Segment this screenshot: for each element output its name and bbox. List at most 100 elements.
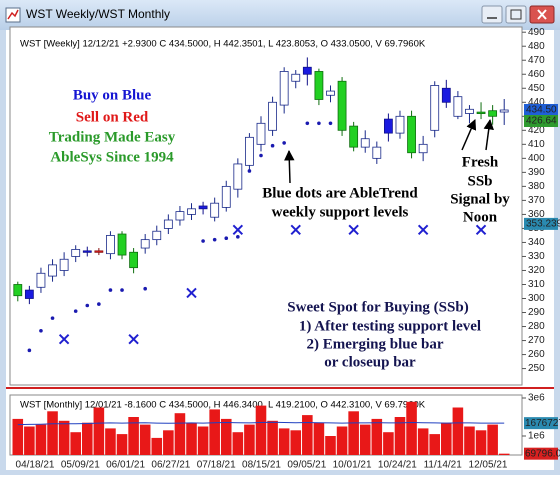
volume-bar xyxy=(255,405,267,455)
candle-body xyxy=(221,185,231,208)
volume-bar xyxy=(302,415,313,455)
candle-body xyxy=(326,90,335,96)
volume-bar xyxy=(151,437,163,455)
annotation-arrow xyxy=(284,149,295,184)
volume-bar xyxy=(267,420,278,455)
volume-bar xyxy=(290,430,302,455)
signal-mark xyxy=(290,224,301,236)
volume-average xyxy=(17,421,505,426)
candle-body xyxy=(407,115,416,154)
x-tick-label: 09/05/21 xyxy=(287,460,326,471)
volume-bar xyxy=(394,417,406,455)
volume-bar xyxy=(47,411,58,455)
y-tick-label: 330 xyxy=(528,251,545,262)
annotation: Sweet Spot for Buying (SSb) xyxy=(287,299,468,315)
volume-bar xyxy=(487,424,498,455)
candle-body xyxy=(71,249,81,257)
support-dot xyxy=(305,121,310,126)
volume-bar xyxy=(441,422,452,455)
candle-body xyxy=(117,233,127,256)
volume-bar xyxy=(417,428,429,455)
volume-bar xyxy=(81,422,93,455)
volume-bar xyxy=(93,407,105,455)
candle-body xyxy=(256,122,266,145)
candle-body xyxy=(453,96,463,117)
candle-body xyxy=(268,101,277,131)
candle-body xyxy=(372,146,382,159)
candle-body xyxy=(13,284,23,297)
candle-body xyxy=(476,111,486,114)
candle-body xyxy=(129,251,139,269)
support-dot xyxy=(143,286,147,291)
volume-bar xyxy=(325,436,336,455)
support-dot xyxy=(282,141,286,145)
candle-body xyxy=(441,87,451,103)
annotation: weekly support levels xyxy=(272,204,409,220)
volume-bar xyxy=(452,407,464,455)
support-dot xyxy=(328,121,333,126)
candle-body xyxy=(24,289,34,299)
annotation: Buy on Blue xyxy=(73,87,152,103)
support-dot xyxy=(39,328,43,333)
candle-body xyxy=(302,66,312,75)
y-tick-label: 340 xyxy=(528,237,545,248)
candle-body xyxy=(163,219,173,229)
support-dot xyxy=(201,239,205,243)
volume-bar xyxy=(105,428,116,455)
candle-body xyxy=(430,85,440,131)
volume-bar xyxy=(35,424,47,455)
volume-bar xyxy=(232,432,244,455)
x-tick-label: 06/01/21 xyxy=(106,460,145,471)
support-dot xyxy=(259,153,263,158)
support-dot xyxy=(236,235,240,239)
x-tick-label: 06/27/21 xyxy=(151,460,190,471)
signal-mark xyxy=(128,333,139,345)
x-tick-label: 05/09/21 xyxy=(61,460,100,471)
annotation: Sell on Red xyxy=(76,109,149,125)
price-marker xyxy=(524,103,558,116)
weekly-header: WST [Weekly] 12/12/21 +2.9300 C 434.5000… xyxy=(20,39,426,50)
volume-bar xyxy=(174,413,186,455)
y-tick-label: 360 xyxy=(528,209,545,220)
candle-body xyxy=(245,136,254,166)
volume-bar xyxy=(24,426,35,455)
y-tick-label: 370 xyxy=(528,195,545,206)
value-marker xyxy=(524,447,558,460)
support-dot xyxy=(85,303,90,308)
minimize-button[interactable] xyxy=(481,5,503,24)
candle-body xyxy=(291,73,301,82)
monthly-header: WST [Monthly] 12/01/21 -8.1600 C 434.500… xyxy=(20,400,426,411)
x-tick-label: 11/14/21 xyxy=(424,460,463,471)
candle-body xyxy=(233,163,243,190)
candle-body xyxy=(59,258,69,271)
support-dot xyxy=(50,316,55,320)
y-tick-label: 410 xyxy=(528,139,545,150)
x-tick-label: 10/01/21 xyxy=(333,460,372,471)
support-dot xyxy=(73,309,78,313)
volume-bar xyxy=(220,418,232,455)
candle-body xyxy=(198,205,208,210)
x-tick-label: 08/15/21 xyxy=(242,460,281,471)
value-marker xyxy=(524,417,558,430)
volume-bar xyxy=(359,424,371,455)
annotation: 1) After testing support level xyxy=(299,318,481,334)
window-buttons[interactable] xyxy=(481,5,555,24)
y-tick-label: 390 xyxy=(528,167,545,178)
volume-bar xyxy=(371,418,383,455)
y-tick-label: 310 xyxy=(528,279,545,290)
value-marker-label: 69796.00 xyxy=(525,448,560,459)
volume-bar xyxy=(186,422,197,455)
support-dot xyxy=(120,288,124,292)
y-tick-label: 270 xyxy=(528,335,545,346)
volume-bar xyxy=(12,418,24,455)
volume-bar xyxy=(128,417,139,455)
candle-body xyxy=(48,264,57,277)
y-tick-label: 280 xyxy=(528,321,545,332)
candle-body xyxy=(152,230,162,241)
restore-button[interactable] xyxy=(505,5,527,24)
y-tick-label: 320 xyxy=(528,265,545,276)
candle-body xyxy=(349,125,359,148)
annotation: or closeup bar xyxy=(324,354,416,370)
candle-body xyxy=(36,272,46,288)
annotation-arrow xyxy=(483,118,494,151)
